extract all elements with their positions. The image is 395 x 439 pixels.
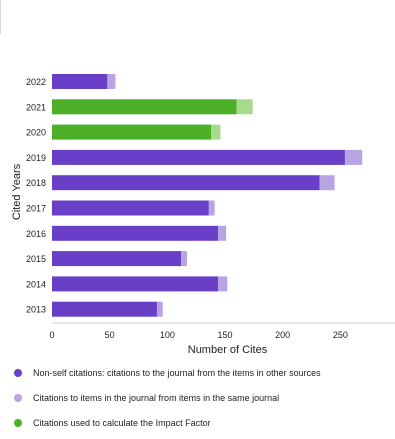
bar-2022-series-1[interactable] [107,74,116,89]
bar-2020-series-1[interactable] [211,124,221,140]
category-label-2021: 2021 [26,102,46,112]
bar-2018-series-0[interactable] [52,175,320,191]
category-label-2013: 2013 [26,305,46,315]
legend-swatch-self [14,394,22,402]
bar-2013-series-1[interactable] [156,301,163,317]
bar-2018-series-1[interactable] [319,175,335,191]
legend-label-impact-factor: Citations used to calculate the Impact F… [33,418,211,428]
bar-2016-series-1[interactable] [218,225,227,241]
category-label-2019: 2019 [26,153,46,163]
bar-2021-series-1[interactable] [236,99,253,115]
bar-2016-series-0[interactable] [52,225,219,241]
x-tick-label-100: 100 [160,330,175,340]
legend-label-self: Citations to items in the journal from i… [33,393,280,403]
bar-2014-series-0[interactable] [52,276,219,292]
category-label-2018: 2018 [26,178,46,188]
bar-2019-series-0[interactable] [52,149,345,165]
category-label-2015: 2015 [26,254,46,264]
stacked-bar-chart: 2022 2021 2020 2019 2018 2017 2016 2015 2014 2013… [26,74,395,340]
legend-item-non-self: Non-self citations: citations to the jou… [14,364,389,382]
category-label-2020: 2020 [26,128,46,138]
y-axis-label: Cited Years [11,163,23,221]
x-tick-label-50: 50 [105,330,115,340]
bar-2021-series-2[interactable] [52,99,237,115]
legend-swatch-non-self [14,369,22,377]
x-tick-labels: 0 50 100 150 200 250 [49,330,347,340]
category-label-2014: 2014 [26,279,46,289]
bars-layer [52,74,363,317]
category-label-2017: 2017 [26,204,46,214]
bar-2017-series-0[interactable] [52,200,209,216]
legend-item-self: Citations to items in the journal from i… [14,389,389,407]
category-label-2016: 2016 [26,229,46,239]
legend-item-impact-factor: Citations used to calculate the Impact F… [14,414,389,432]
bar-2015-series-1[interactable] [181,251,187,267]
x-axis-label: Number of Cites [187,344,268,356]
bar-2019-series-1[interactable] [344,149,363,165]
bar-2017-series-1[interactable] [208,200,215,216]
legend: Non-self citations: citations to the jou… [14,364,389,439]
panel-edge [0,0,1,34]
bar-2020-series-2[interactable] [52,124,212,140]
bar-2014-series-1[interactable] [218,276,228,292]
x-tick-label-150: 150 [217,330,232,340]
x-tick-label-0: 0 [49,330,54,340]
category-labels: 2022 2021 2020 2019 2018 2017 2016 2015 2014 2013 [26,77,46,315]
legend-swatch-impact-factor [14,419,22,427]
x-tick-label-200: 200 [275,330,290,340]
category-label-2022: 2022 [26,77,46,87]
bar-2022-series-0[interactable] [52,74,108,89]
x-tick-label-250: 250 [333,330,348,340]
bar-2015-series-0[interactable] [52,251,182,267]
bar-2013-series-0[interactable] [52,301,157,317]
legend-label-non-self: Non-self citations: citations to the jou… [33,368,321,378]
